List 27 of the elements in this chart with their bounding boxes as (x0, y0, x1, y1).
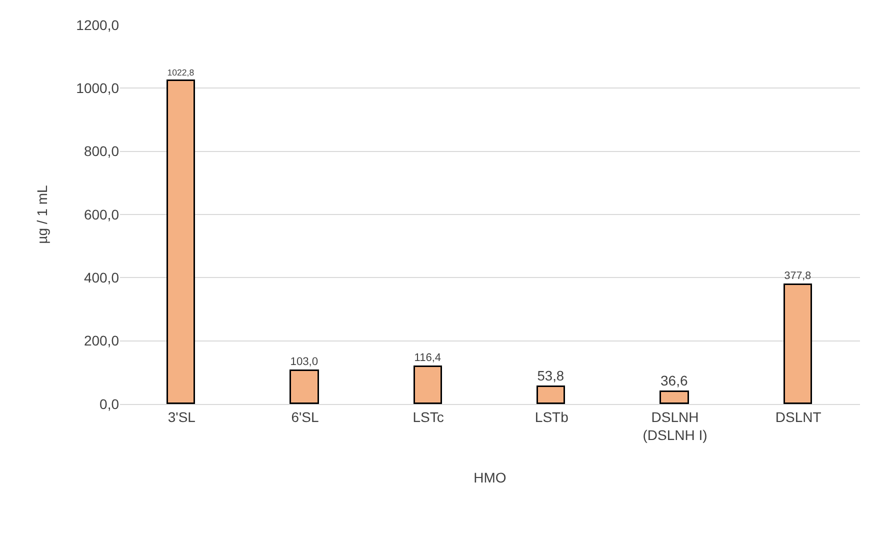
x-tick-label: LSTc (412, 408, 444, 425)
y-tick-label: 800,0 (84, 143, 120, 160)
y-tick-label: 0,0 (100, 396, 120, 412)
y-tick-label: 1000,0 (76, 80, 120, 96)
x-tick-label: LSTb (534, 408, 569, 425)
y-tick-label: 400,0 (84, 270, 120, 286)
x-tick-label: DSLNT (775, 408, 822, 425)
bar (660, 390, 689, 404)
x-tick-label: 3'SL (168, 408, 196, 425)
bar (166, 80, 195, 404)
data-label: 116,4 (414, 352, 442, 364)
x-tick-label: DSLNH (DSLNH I) (642, 408, 708, 443)
bar (414, 366, 442, 404)
y-tick-label: 1200,0 (76, 16, 120, 33)
y-tick-label: 200,0 (84, 332, 120, 349)
data-label: 53,8 (537, 368, 564, 384)
bar (536, 386, 565, 404)
x-axis-title: HMO (474, 469, 506, 486)
bar (290, 370, 319, 404)
x-tick-label: 6'SL (291, 408, 319, 425)
y-tick-label: 600,0 (84, 206, 120, 222)
data-label: 377,8 (784, 270, 812, 282)
data-label: 36,6 (660, 372, 688, 388)
data-label: 1022,8 (167, 67, 194, 78)
bar (784, 284, 812, 404)
data-label: 103,0 (290, 356, 318, 368)
y-axis-title: µg / 1 mL (34, 184, 50, 244)
